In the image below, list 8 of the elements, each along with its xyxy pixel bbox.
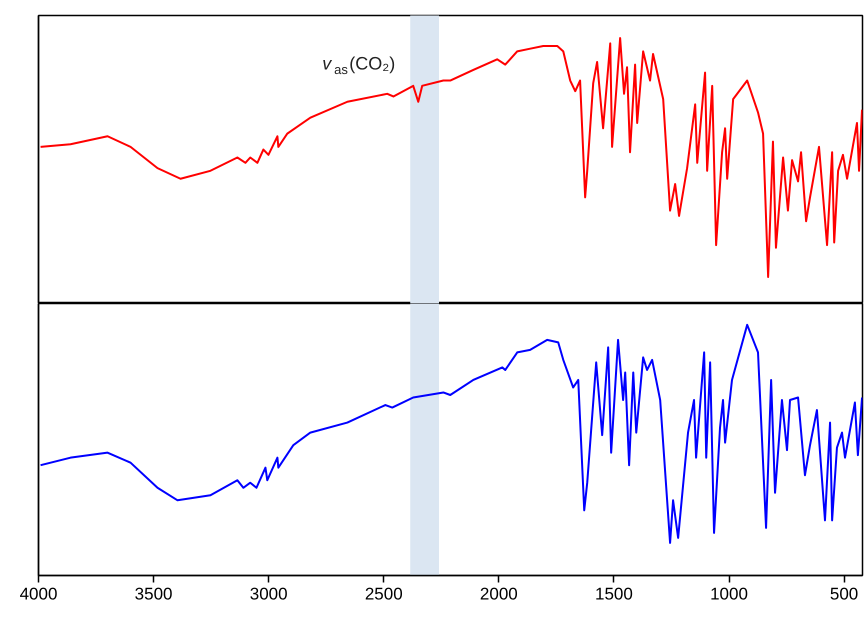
x-tick-label: 3500 xyxy=(134,584,173,604)
x-tick-label: 4000 xyxy=(20,584,58,604)
x-tick-label: 3000 xyxy=(250,584,288,604)
x-tick-label: 1500 xyxy=(595,584,633,604)
x-tick-label: 2500 xyxy=(364,584,403,604)
x-tick-label: 500 xyxy=(830,584,858,604)
x-tick-label: 2000 xyxy=(480,584,518,604)
x-tick-label: 1000 xyxy=(710,584,748,604)
